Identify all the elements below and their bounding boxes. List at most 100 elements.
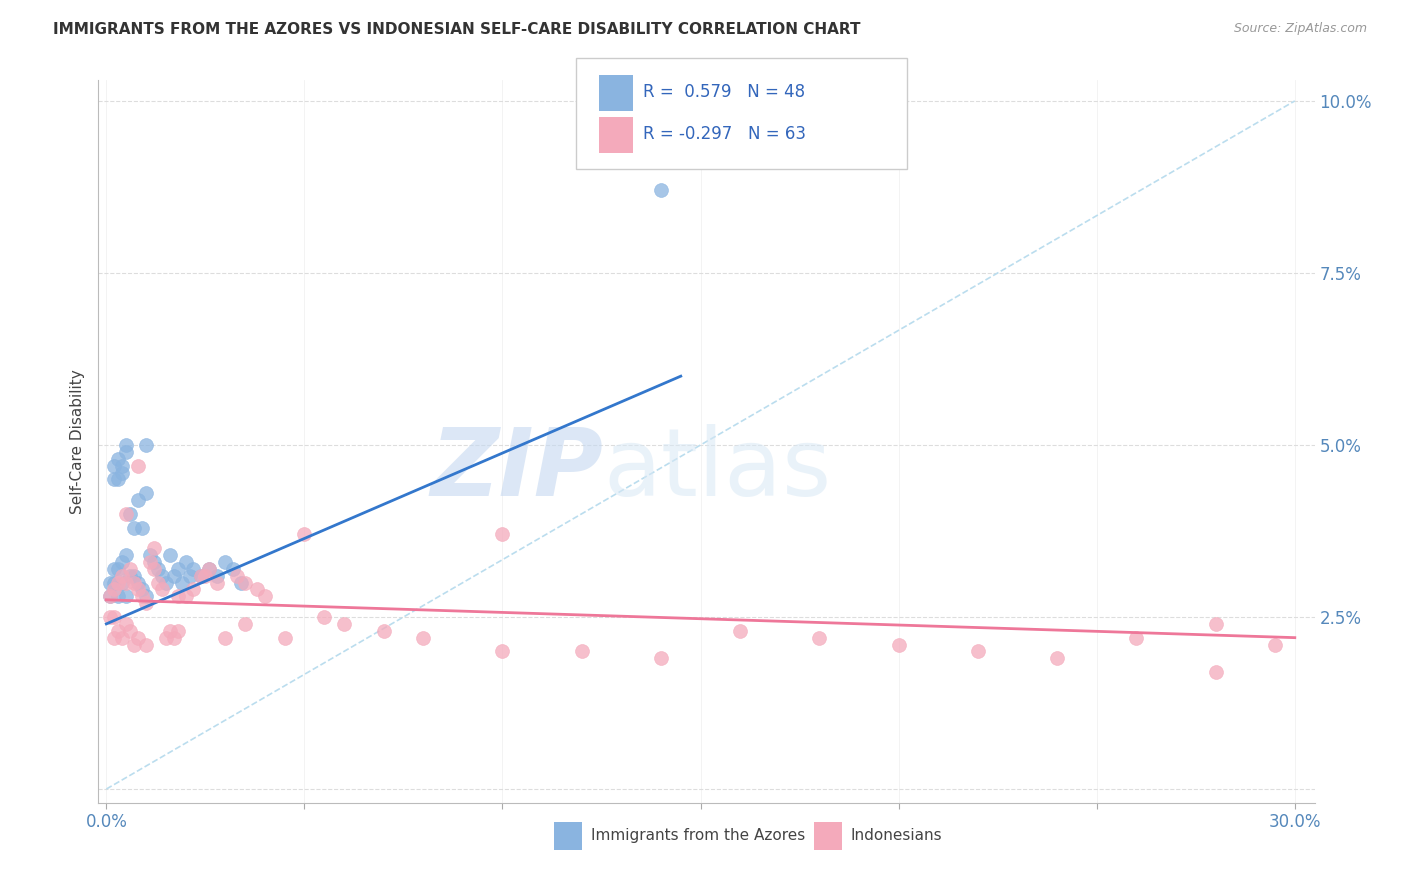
Point bbox=[115, 445, 138, 459]
Point bbox=[214, 555, 236, 569]
Point bbox=[190, 568, 212, 582]
Text: ZIP: ZIP bbox=[430, 425, 603, 516]
Point bbox=[111, 568, 134, 582]
Point bbox=[174, 590, 197, 604]
Point bbox=[98, 590, 121, 604]
Point bbox=[142, 555, 165, 569]
Point bbox=[150, 568, 173, 582]
Point bbox=[115, 548, 138, 562]
Point bbox=[491, 644, 513, 658]
Point bbox=[233, 575, 256, 590]
Text: Source: ZipAtlas.com: Source: ZipAtlas.com bbox=[1233, 22, 1367, 36]
Point bbox=[155, 575, 177, 590]
Point bbox=[122, 575, 145, 590]
Point bbox=[103, 562, 125, 576]
Point bbox=[194, 568, 217, 582]
Point bbox=[373, 624, 395, 638]
Point bbox=[111, 555, 134, 569]
Point bbox=[115, 616, 138, 631]
Point bbox=[127, 458, 149, 473]
Point bbox=[207, 568, 229, 582]
Point bbox=[1205, 616, 1227, 631]
Point bbox=[103, 472, 125, 486]
Point bbox=[190, 568, 212, 582]
Point bbox=[229, 575, 252, 590]
Point bbox=[131, 582, 153, 597]
Point bbox=[226, 568, 249, 582]
Point bbox=[166, 562, 188, 576]
Point bbox=[571, 644, 593, 658]
Text: Immigrants from the Azores: Immigrants from the Azores bbox=[591, 829, 804, 843]
Point bbox=[98, 575, 121, 590]
Point bbox=[1125, 631, 1147, 645]
Point bbox=[115, 438, 138, 452]
Point bbox=[122, 520, 145, 534]
Point bbox=[233, 616, 256, 631]
Point bbox=[146, 575, 169, 590]
Point bbox=[111, 466, 134, 480]
Point bbox=[170, 575, 193, 590]
Point bbox=[166, 624, 188, 638]
Point bbox=[1046, 651, 1069, 665]
Point bbox=[122, 638, 145, 652]
Point bbox=[139, 548, 162, 562]
Point bbox=[198, 562, 221, 576]
Text: R =  0.579   N = 48: R = 0.579 N = 48 bbox=[643, 83, 804, 101]
Point bbox=[222, 562, 245, 576]
Point bbox=[107, 590, 129, 604]
Point bbox=[107, 472, 129, 486]
Point bbox=[142, 562, 165, 576]
Point bbox=[163, 631, 186, 645]
Text: atlas: atlas bbox=[603, 425, 831, 516]
Point bbox=[115, 575, 138, 590]
Point bbox=[333, 616, 356, 631]
Point bbox=[107, 575, 129, 590]
Point bbox=[1205, 665, 1227, 679]
Point bbox=[198, 562, 221, 576]
Point bbox=[127, 631, 149, 645]
Point bbox=[491, 527, 513, 541]
Point bbox=[139, 555, 162, 569]
Point bbox=[294, 527, 316, 541]
Point bbox=[273, 631, 295, 645]
Point bbox=[122, 568, 145, 582]
Point bbox=[246, 582, 269, 597]
Point bbox=[650, 651, 672, 665]
Text: R = -0.297   N = 63: R = -0.297 N = 63 bbox=[643, 125, 806, 143]
Point bbox=[146, 562, 169, 576]
Point bbox=[135, 638, 157, 652]
Point bbox=[314, 610, 336, 624]
Point bbox=[120, 562, 142, 576]
Point bbox=[103, 582, 125, 597]
Point bbox=[127, 575, 149, 590]
Point bbox=[159, 548, 181, 562]
Point bbox=[131, 520, 153, 534]
Point bbox=[179, 568, 201, 582]
Point bbox=[111, 575, 134, 590]
Point bbox=[127, 493, 149, 508]
Text: IMMIGRANTS FROM THE AZORES VS INDONESIAN SELF-CARE DISABILITY CORRELATION CHART: IMMIGRANTS FROM THE AZORES VS INDONESIAN… bbox=[53, 22, 860, 37]
Point bbox=[155, 631, 177, 645]
Point bbox=[120, 568, 142, 582]
Point bbox=[103, 458, 125, 473]
Point bbox=[103, 610, 125, 624]
Point bbox=[163, 568, 186, 582]
Point bbox=[107, 451, 129, 466]
Point bbox=[131, 590, 153, 604]
Point bbox=[98, 610, 121, 624]
Point bbox=[174, 555, 197, 569]
Point bbox=[183, 562, 205, 576]
Point bbox=[183, 582, 205, 597]
Y-axis label: Self-Care Disability: Self-Care Disability bbox=[70, 369, 86, 514]
Point bbox=[214, 631, 236, 645]
Point bbox=[1264, 638, 1286, 652]
Point bbox=[111, 631, 134, 645]
Point bbox=[808, 631, 831, 645]
Point bbox=[159, 624, 181, 638]
Point bbox=[135, 590, 157, 604]
Text: Indonesians: Indonesians bbox=[851, 829, 942, 843]
Point bbox=[650, 183, 672, 197]
Point bbox=[115, 590, 138, 604]
Point bbox=[207, 575, 229, 590]
Point bbox=[135, 438, 157, 452]
